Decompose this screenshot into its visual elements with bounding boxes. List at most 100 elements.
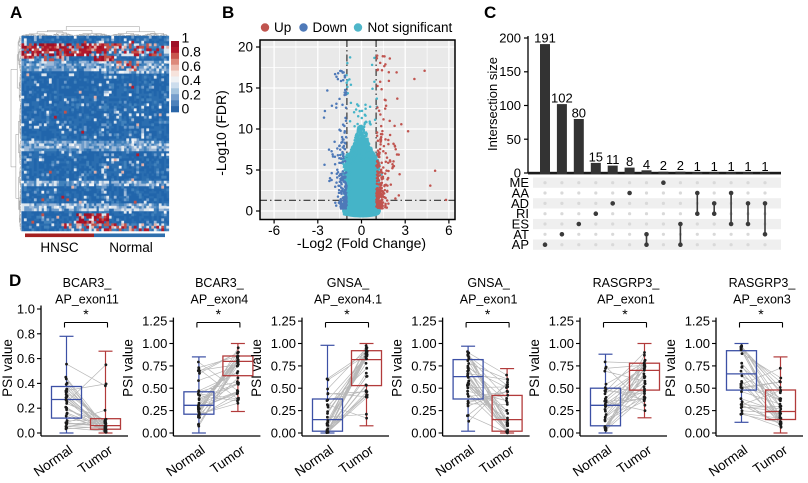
svg-text:-Log10 (FDR): -Log10 (FDR)	[213, 90, 229, 176]
svg-text:1: 1	[727, 159, 734, 174]
svg-text:0.00: 0.00	[685, 426, 710, 441]
svg-text:AP_exon3: AP_exon3	[733, 293, 791, 307]
svg-text:11: 11	[606, 152, 620, 167]
svg-text:PSI value: PSI value	[527, 339, 542, 397]
svg-text:ME: ME	[510, 175, 530, 190]
svg-text:0.50: 0.50	[685, 381, 710, 396]
svg-text:RI: RI	[516, 206, 529, 221]
svg-text:AD: AD	[511, 196, 529, 211]
svg-text:1.25: 1.25	[411, 314, 436, 329]
svg-text:1: 1	[182, 30, 190, 46]
svg-text:PSI value: PSI value	[0, 339, 15, 397]
svg-text:Tumor: Tumor	[750, 442, 791, 477]
svg-text:5: 5	[245, 163, 253, 178]
svg-text:0.25: 0.25	[411, 403, 436, 418]
svg-text:0.25: 0.25	[685, 403, 710, 418]
svg-text:8: 8	[626, 154, 633, 169]
svg-text:Normal: Normal	[163, 442, 207, 479]
svg-text:*: *	[758, 306, 764, 322]
svg-text:0.0: 0.0	[17, 426, 35, 441]
svg-text:10: 10	[238, 122, 253, 137]
svg-text:AP_exon1: AP_exon1	[460, 293, 518, 307]
svg-text:1.25: 1.25	[685, 314, 710, 329]
svg-text:PSI value: PSI value	[249, 339, 264, 397]
svg-text:*: *	[485, 306, 491, 322]
svg-text:1.00: 1.00	[685, 336, 710, 351]
svg-text:1: 1	[761, 159, 768, 174]
svg-text:B: B	[222, 3, 234, 22]
svg-text:1.00: 1.00	[271, 336, 296, 351]
svg-text:0.75: 0.75	[411, 358, 436, 373]
svg-text:Tumor: Tumor	[614, 442, 655, 477]
svg-text:Tumor: Tumor	[336, 442, 377, 477]
svg-text:0.8: 0.8	[182, 44, 202, 60]
svg-text:1.25: 1.25	[271, 314, 296, 329]
svg-text:Tumor: Tumor	[207, 442, 248, 477]
svg-text:1.0: 1.0	[17, 302, 35, 317]
svg-text:0.4: 0.4	[182, 72, 202, 88]
svg-text:Intersection size: Intersection size	[485, 57, 500, 151]
svg-text:AP_exon4.1: AP_exon4.1	[314, 293, 382, 307]
svg-text:-6: -6	[268, 223, 280, 238]
svg-text:ES: ES	[512, 217, 530, 232]
svg-text:0.75: 0.75	[142, 358, 167, 373]
svg-text:0: 0	[514, 166, 521, 181]
svg-text:1.00: 1.00	[411, 336, 436, 351]
svg-text:0.6: 0.6	[17, 351, 35, 366]
svg-text:GNSA_: GNSA_	[327, 276, 370, 290]
svg-text:3: 3	[401, 223, 409, 238]
svg-text:4: 4	[643, 157, 650, 172]
svg-text:HNSC: HNSC	[40, 240, 79, 255]
svg-text:GNSA_: GNSA_	[467, 276, 510, 290]
svg-text:0: 0	[358, 223, 366, 238]
svg-text:0.6: 0.6	[182, 58, 202, 74]
svg-text:0.25: 0.25	[271, 403, 296, 418]
svg-text:*: *	[83, 306, 89, 322]
svg-text:0.25: 0.25	[142, 403, 167, 418]
svg-text:RASGRP3_: RASGRP3_	[729, 276, 797, 290]
svg-text:BCAR3_: BCAR3_	[195, 276, 245, 290]
svg-text:AP_exon11: AP_exon11	[55, 293, 119, 307]
svg-text:0.50: 0.50	[549, 381, 574, 396]
svg-text:Tumor: Tumor	[477, 442, 518, 477]
svg-text:AP: AP	[512, 237, 529, 252]
svg-text:AP_exon1: AP_exon1	[597, 293, 655, 307]
svg-text:0.4: 0.4	[17, 376, 35, 391]
svg-text:Normal: Normal	[109, 240, 153, 255]
svg-text:0.00: 0.00	[271, 426, 296, 441]
svg-text:Normal: Normal	[706, 442, 750, 479]
svg-text:0.2: 0.2	[182, 86, 202, 102]
svg-text:*: *	[216, 306, 222, 322]
svg-text:Normal: Normal	[570, 442, 614, 479]
svg-text:BCAR3_: BCAR3_	[63, 276, 113, 290]
svg-text:0.75: 0.75	[685, 358, 710, 373]
svg-text:PSI value: PSI value	[120, 339, 135, 397]
svg-text:1.00: 1.00	[142, 336, 167, 351]
svg-text:-3: -3	[312, 223, 324, 238]
svg-text:15: 15	[589, 149, 603, 164]
svg-text:102: 102	[551, 91, 573, 106]
svg-text:0.8: 0.8	[17, 326, 35, 341]
svg-text:100: 100	[499, 98, 521, 113]
svg-text:AP_exon4: AP_exon4	[191, 293, 249, 307]
svg-text:50: 50	[507, 132, 521, 147]
svg-text:Normal: Normal	[31, 442, 75, 479]
svg-text:0.00: 0.00	[549, 426, 574, 441]
svg-text:150: 150	[499, 64, 521, 79]
svg-text:0.00: 0.00	[411, 426, 436, 441]
svg-text:Normal: Normal	[292, 442, 336, 479]
svg-text:PSI value: PSI value	[390, 339, 405, 397]
svg-text:D: D	[9, 271, 21, 290]
svg-text:C: C	[484, 3, 496, 22]
svg-text:0.00: 0.00	[142, 426, 167, 441]
svg-text:0.75: 0.75	[549, 358, 574, 373]
svg-text:-Log2 (Fold Change): -Log2 (Fold Change)	[297, 235, 426, 251]
svg-text:Normal: Normal	[433, 442, 477, 479]
svg-text:0.25: 0.25	[549, 403, 574, 418]
svg-text:1.25: 1.25	[142, 314, 167, 329]
svg-text:2: 2	[677, 158, 684, 173]
svg-text:0.50: 0.50	[411, 381, 436, 396]
svg-text:2: 2	[660, 158, 667, 173]
svg-text:20: 20	[238, 40, 253, 55]
svg-text:A: A	[10, 3, 22, 22]
